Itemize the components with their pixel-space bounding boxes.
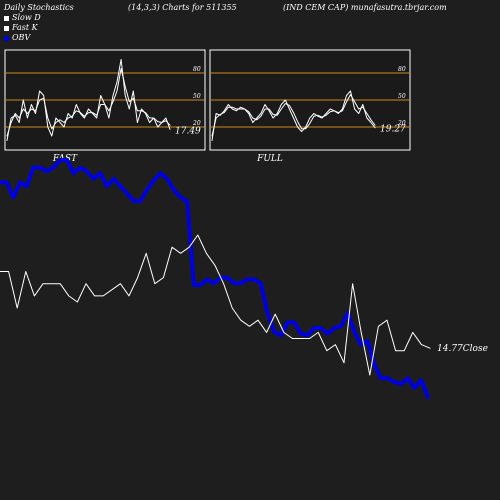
legend-item-fast-k: Fast K	[4, 23, 38, 32]
slow-d-swatch	[4, 15, 9, 21]
fast-tick-label-80: 80	[193, 66, 201, 73]
fast-tick-label-50: 50	[193, 93, 201, 100]
fast-tick-label-20: 20	[192, 120, 201, 127]
full-fast-k-line	[211, 90, 376, 141]
obv-swatch	[4, 35, 9, 41]
obv-line	[0, 158, 430, 399]
fast-slow-d-line	[6, 68, 171, 137]
close-value-label: 14.77Close	[437, 344, 488, 354]
full-tick-label-80: 80	[398, 66, 406, 73]
company-label: (IND CEM CAP) munafasutra.tbrjar.com	[283, 3, 447, 12]
chart-params: (14,3,3) Charts for 511355	[128, 3, 237, 12]
close-price-line	[0, 234, 431, 376]
full-slow-d-line	[211, 94, 376, 137]
chart-title: Daily Stochastics	[4, 3, 74, 12]
fast-last-value-label: 17.49	[175, 126, 201, 136]
legend-label-obv: OBV	[12, 33, 31, 42]
full-tick-label-20: 20	[397, 120, 406, 127]
fast-k-swatch	[4, 25, 9, 31]
legend-item-obv: OBV	[4, 33, 30, 42]
legend-item-slow-d: Slow D	[4, 13, 41, 22]
full-last-value-label: 19.27	[380, 125, 406, 135]
full-panel-title: FULL	[256, 154, 283, 164]
full-tick-label-50: 50	[398, 93, 406, 100]
legend-label-fast-k: Fast K	[12, 23, 38, 32]
legend-label-slow-d: Slow D	[12, 13, 41, 22]
